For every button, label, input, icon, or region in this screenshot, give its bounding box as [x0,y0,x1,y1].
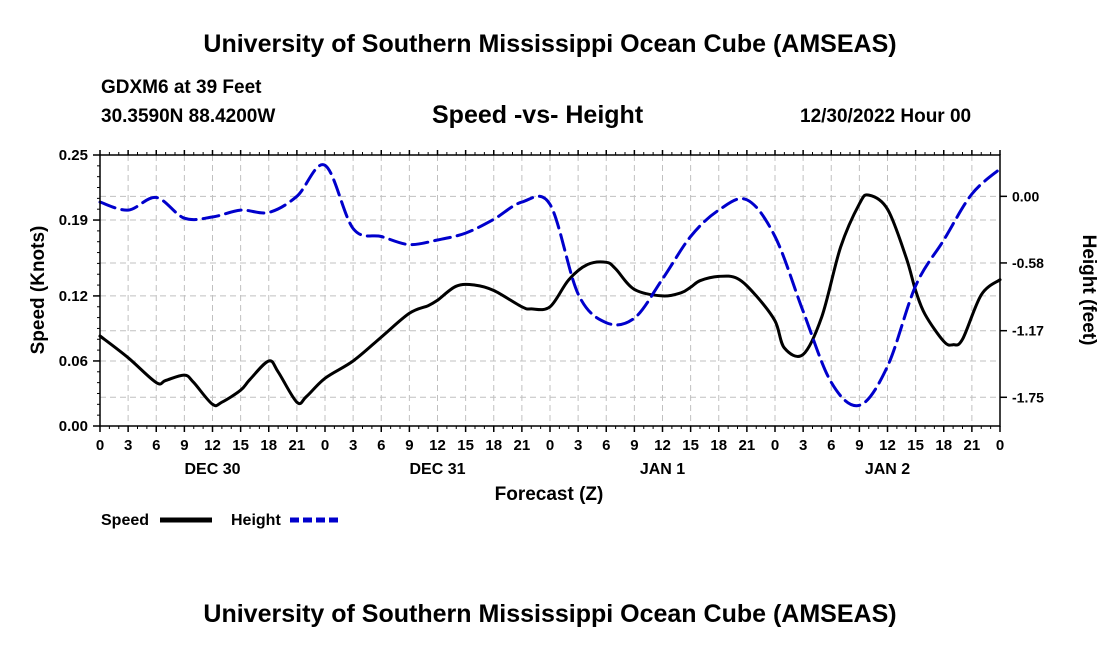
x-tick-label: 15 [232,437,249,454]
y-axis-title: Speed (Knots) [28,226,49,355]
legend: Speed Height [101,512,342,529]
date-label: DEC 31 [409,461,465,478]
y-tick-label: 0.25 [59,147,88,164]
x-tick-label: 0 [96,437,104,454]
date-label: JAN 2 [865,461,910,478]
x-tick-label: 0 [996,437,1004,454]
x-axis-title: Forecast (Z) [495,484,604,505]
x-tick-label: 18 [485,437,502,454]
x-tick-label: 21 [964,437,981,454]
series-line-speed [98,193,1002,408]
x-tick-label: 9 [405,437,413,454]
coordinates-label: 30.3590N 88.4200W [101,106,276,127]
y2-tick-label: 0.00 [1012,188,1039,204]
main-title: University of Southern Mississippi Ocean… [203,30,897,58]
date-label: DEC 30 [184,461,240,478]
y2-tick-label: -0.58 [1012,255,1044,271]
x-tick-label: 18 [935,437,952,454]
series-group [98,163,1002,408]
x-tick-label: 18 [260,437,277,454]
x-tick-label: 3 [574,437,582,454]
x-tick-label: 6 [152,437,160,454]
x-tick-label: 9 [630,437,638,454]
chart-subtitle: Speed -vs- Height [432,101,644,129]
x-tick-label: 0 [321,437,329,454]
x-tick-label: 6 [377,437,385,454]
x-tick-label: 21 [289,437,306,454]
x-tick-label: 6 [602,437,610,454]
y2-axis-title: Height (feet) [1078,235,1099,346]
x-tick-label: 3 [349,437,357,454]
y2-tick-label: -1.75 [1012,389,1044,405]
x-tick-label: 0 [546,437,554,454]
x-tick-label: 0 [771,437,779,454]
y-tick-label: 0.00 [59,418,88,435]
date-label: JAN 1 [640,461,685,478]
x-tick-label: 18 [710,437,727,454]
x-tick-label: 6 [827,437,835,454]
x-tick-label: 3 [124,437,132,454]
x-tick-label: 15 [907,437,924,454]
legend-speed-label: Speed [101,512,149,529]
x-tick-label: 21 [514,437,531,454]
station-label: GDXM6 at 39 Feet [101,77,262,98]
x-tick-label: 21 [739,437,756,454]
series-line-height [98,163,1002,408]
x-tick-label: 3 [799,437,807,454]
footer-title: University of Southern Mississippi Ocean… [203,600,897,628]
axes: 0 3 6 9 12 15 18 21 0 3 6 9 12 15 18 21 0 3 6 9 12 15 18 21 0 3 6 9… [59,147,1044,478]
y-tick-label: 0.19 [59,212,88,229]
x-tick-label: 12 [429,437,446,454]
legend-height-label: Height [231,512,281,529]
x-tick-label: 12 [654,437,671,454]
x-tick-label: 12 [204,437,221,454]
y-tick-label: 0.06 [59,353,88,370]
y-tick-label: 0.12 [59,288,88,305]
x-tick-label: 15 [682,437,699,454]
forecast-timestamp: 12/30/2022 Hour 00 [800,106,972,127]
x-tick-label: 9 [180,437,188,454]
x-tick-label: 9 [855,437,863,454]
x-tick-label: 12 [879,437,896,454]
x-tick-label: 15 [457,437,474,454]
y2-tick-label: -1.17 [1012,323,1044,339]
